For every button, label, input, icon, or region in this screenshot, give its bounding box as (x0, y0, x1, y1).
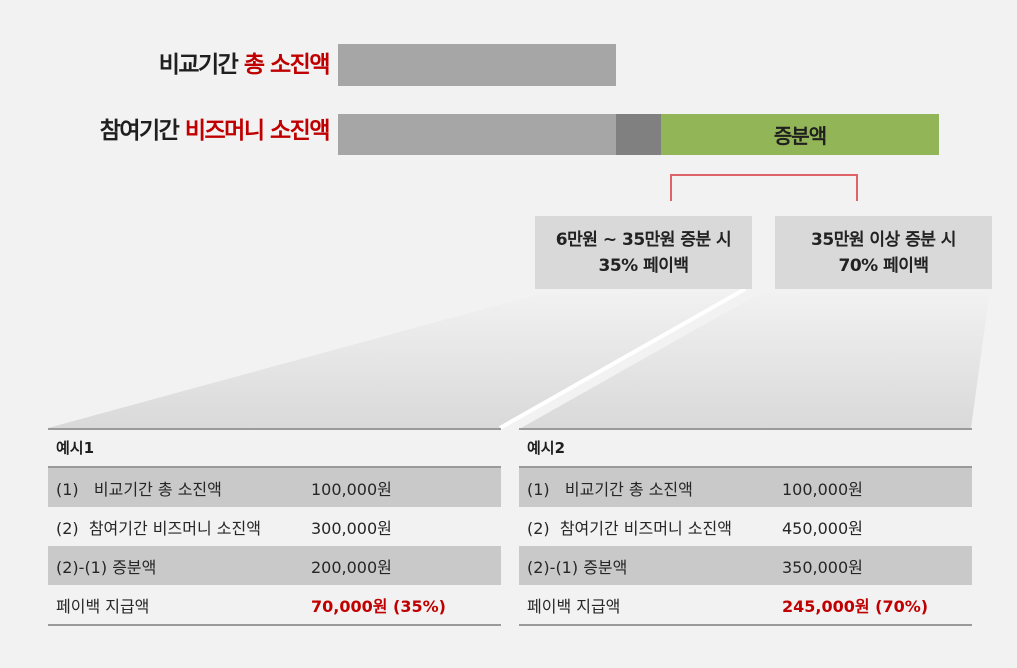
participate-label-black: 참여기간 (99, 118, 180, 144)
table-row: (2)-(1) 증분액 350,000원 (519, 546, 972, 585)
table-row: (1) 비교기간 총 소진액 100,000원 (519, 468, 972, 507)
compare-label-red: 총 소진액 (243, 52, 331, 78)
row-label: (1) 비교기간 총 소진액 (56, 479, 222, 499)
payback-value: 245,000원 (70%) (782, 596, 929, 616)
tier-35-line1: 6만원 ~ 35만원 증분 시 (555, 229, 732, 250)
example-title: 예시2 (519, 430, 972, 468)
increase-bar: 증분액 (661, 114, 939, 155)
example-2-table: 예시2 (1) 비교기간 총 소진액 100,000원 (2) 참여기간 비즈머… (519, 428, 972, 626)
example-1-table: 예시1 (1) 비교기간 총 소진액 100,000원 (2) 참여기간 비즈머… (48, 428, 501, 626)
tier-35-line2: 35% 페이백 (598, 255, 689, 276)
example-title: 예시1 (48, 430, 501, 468)
participate-base-bar (338, 114, 616, 155)
table-row: 페이백 지급액 245,000원 (70%) (519, 585, 972, 626)
participate-threshold-bar (616, 114, 661, 155)
table-row: (2)-(1) 증분액 200,000원 (48, 546, 501, 585)
increase-label: 증분액 (773, 124, 827, 148)
row-label: (2)-(1) 증분액 (56, 557, 157, 577)
row-label: 페이백 지급액 (527, 596, 621, 616)
increase-bracket (670, 174, 858, 201)
tier-box-70: 35만원 이상 증분 시 70% 페이백 (775, 216, 992, 289)
compare-spend-bar (338, 44, 616, 86)
row-label: 페이백 지급액 (56, 596, 150, 616)
table-row: (1) 비교기간 총 소진액 100,000원 (48, 468, 501, 507)
row-label: (2) 참여기간 비즈머니 소진액 (527, 518, 732, 538)
compare-label-black: 비교기간 (158, 52, 239, 78)
compare-period-label: 비교기간 총 소진액 (158, 52, 331, 78)
tier-box-35: 6만원 ~ 35만원 증분 시 35% 페이백 (535, 216, 752, 289)
row-value: 350,000원 (782, 557, 863, 577)
table-row: (2) 참여기간 비즈머니 소진액 450,000원 (519, 507, 972, 546)
row-value: 450,000원 (782, 518, 863, 538)
participate-label-red: 비즈머니 소진액 (184, 118, 331, 144)
row-label: (1) 비교기간 총 소진액 (527, 479, 693, 499)
row-label: (2) 참여기간 비즈머니 소진액 (56, 518, 261, 538)
row-value: 200,000원 (311, 557, 392, 577)
table-row: (2) 참여기간 비즈머니 소진액 300,000원 (48, 507, 501, 546)
tier-70-line2: 70% 페이백 (838, 255, 929, 276)
participate-period-label: 참여기간 비즈머니 소진액 (99, 118, 331, 144)
payback-value: 70,000원 (35%) (311, 596, 446, 616)
table-row: 페이백 지급액 70,000원 (35%) (48, 585, 501, 626)
row-value: 300,000원 (311, 518, 392, 538)
row-value: 100,000원 (311, 479, 392, 499)
wedge-left (48, 289, 745, 428)
row-label: (2)-(1) 증분액 (527, 557, 628, 577)
tier-70-line1: 35만원 이상 증분 시 (811, 229, 956, 250)
wedge-right (521, 289, 990, 428)
row-value: 100,000원 (782, 479, 863, 499)
wedge-divider (499, 287, 746, 430)
